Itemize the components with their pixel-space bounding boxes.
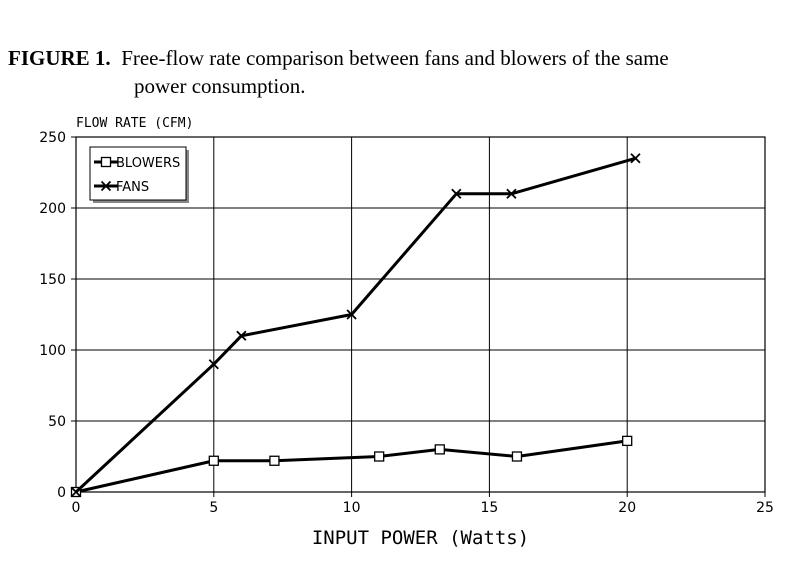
y-tick-label: 0 (57, 485, 66, 501)
legend-marker-fans (100, 180, 112, 192)
caption-line-2: power consumption. (134, 74, 306, 98)
y-tick-label: 100 (39, 343, 66, 359)
figure-label: FIGURE 1. (8, 46, 111, 70)
marker-stroke (451, 188, 462, 199)
legend: BLOWERS FANS (89, 146, 189, 203)
legend-marker-blowers (100, 156, 112, 168)
marker-stroke (346, 309, 357, 320)
x-tick-label: 10 (343, 500, 361, 516)
data-point-blowers (208, 455, 219, 466)
plot-frame (75, 136, 766, 493)
data-point-fans (346, 309, 357, 320)
figure-caption: FIGURE 1. Free-flow rate comparison betw… (8, 44, 788, 100)
marker-stroke (100, 180, 112, 192)
series-layer (70, 153, 641, 498)
x-tick-label: 25 (756, 500, 774, 516)
caption-line-1: Free-flow rate comparison between fans a… (121, 46, 669, 70)
x-tick-label: 0 (72, 500, 81, 516)
x-tick-label: 15 (480, 500, 498, 516)
y-tick-label: 50 (48, 414, 66, 430)
data-point-blowers (434, 444, 445, 455)
data-point-fans (630, 153, 641, 164)
data-point-blowers (269, 455, 280, 466)
marker-stroke (70, 486, 82, 498)
data-point-fans (70, 486, 82, 498)
x-tick-label: 5 (209, 500, 218, 516)
marker-stroke (630, 153, 641, 164)
data-point-fans (451, 188, 462, 199)
y-axis-label: FLOW RATE (CFM) (76, 116, 193, 131)
marker-stroke (208, 359, 219, 370)
marker-stroke (236, 330, 247, 341)
x-axis-label: INPUT POWER (Watts) (312, 527, 529, 549)
marker-stroke (506, 188, 517, 199)
data-point-blowers (374, 451, 385, 462)
data-point-fans (208, 359, 219, 370)
data-point-fans (506, 188, 517, 199)
data-point-blowers (511, 451, 523, 462)
legend-box (89, 146, 187, 201)
legend-label-fans: FANS (116, 180, 149, 195)
legend-label-blowers: BLOWERS (116, 156, 180, 171)
x-tick-label: 20 (618, 500, 636, 516)
y-tick-label: 250 (39, 130, 66, 146)
y-tick-label: 150 (39, 272, 66, 288)
data-point-fans (236, 330, 247, 341)
data-point-blowers (622, 435, 633, 447)
y-tick-label: 200 (39, 201, 66, 217)
